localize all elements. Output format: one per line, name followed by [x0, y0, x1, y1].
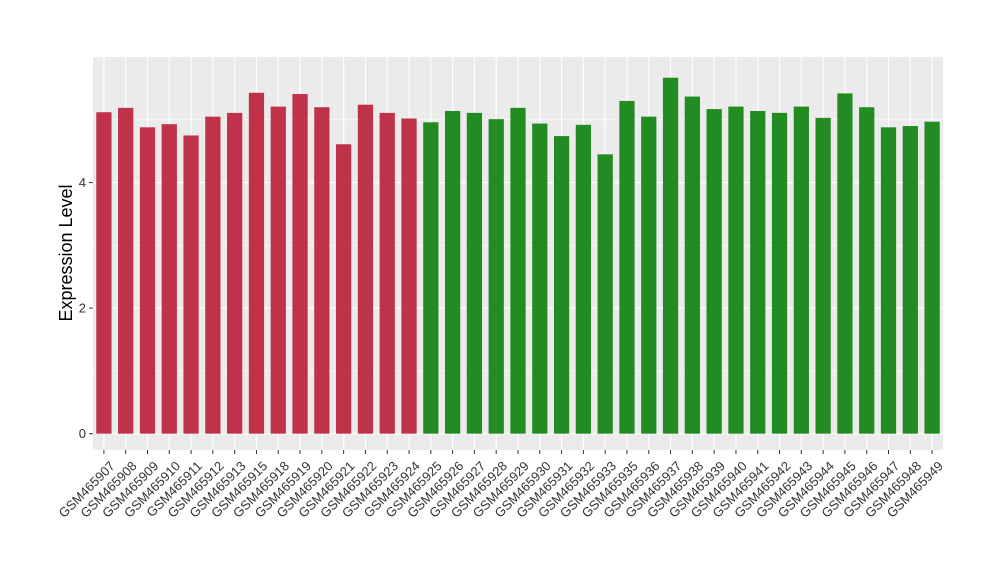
bar: [902, 126, 918, 434]
bar: [466, 112, 483, 434]
bar: [139, 127, 156, 434]
bar: [314, 107, 330, 434]
bar: [597, 154, 613, 434]
bar: [553, 136, 570, 434]
bar: [510, 107, 526, 434]
bar: [641, 116, 657, 434]
bar: [401, 118, 417, 434]
bar: [183, 135, 199, 434]
bar: [859, 107, 875, 434]
bar: [292, 94, 308, 434]
bar: [706, 109, 722, 434]
bar: [379, 112, 395, 434]
y-tick-label: 0: [79, 426, 86, 441]
bar: [118, 107, 134, 434]
bar: [880, 127, 897, 434]
bar: [793, 106, 809, 434]
bar: [423, 122, 439, 434]
x-axis: GSM465907GSM465908GSM465909GSM465910GSM4…: [56, 450, 946, 521]
bar: [357, 104, 374, 434]
bar: [924, 121, 940, 434]
bar: [619, 100, 635, 434]
bar: [205, 116, 221, 434]
bar: [815, 117, 831, 434]
bar: [532, 123, 548, 434]
y-tick-label: 2: [79, 301, 86, 316]
bar: [662, 77, 679, 434]
y-axis-title: Expression Level: [56, 184, 76, 321]
bar: [771, 112, 788, 434]
bar: [837, 93, 853, 434]
bar: [750, 110, 766, 434]
bar: [728, 106, 744, 434]
bar: [488, 119, 504, 434]
y-tick-label: 4: [79, 175, 86, 190]
bar: [96, 112, 112, 434]
bar: [575, 124, 592, 434]
bar: [684, 96, 700, 434]
bar: [336, 144, 352, 434]
bar: [270, 106, 286, 434]
y-axis: 0 2 4: [79, 175, 93, 441]
bar: [248, 92, 265, 434]
bars: [96, 77, 940, 434]
bar: [161, 124, 177, 434]
bar: [444, 110, 461, 434]
bar: [227, 112, 243, 434]
